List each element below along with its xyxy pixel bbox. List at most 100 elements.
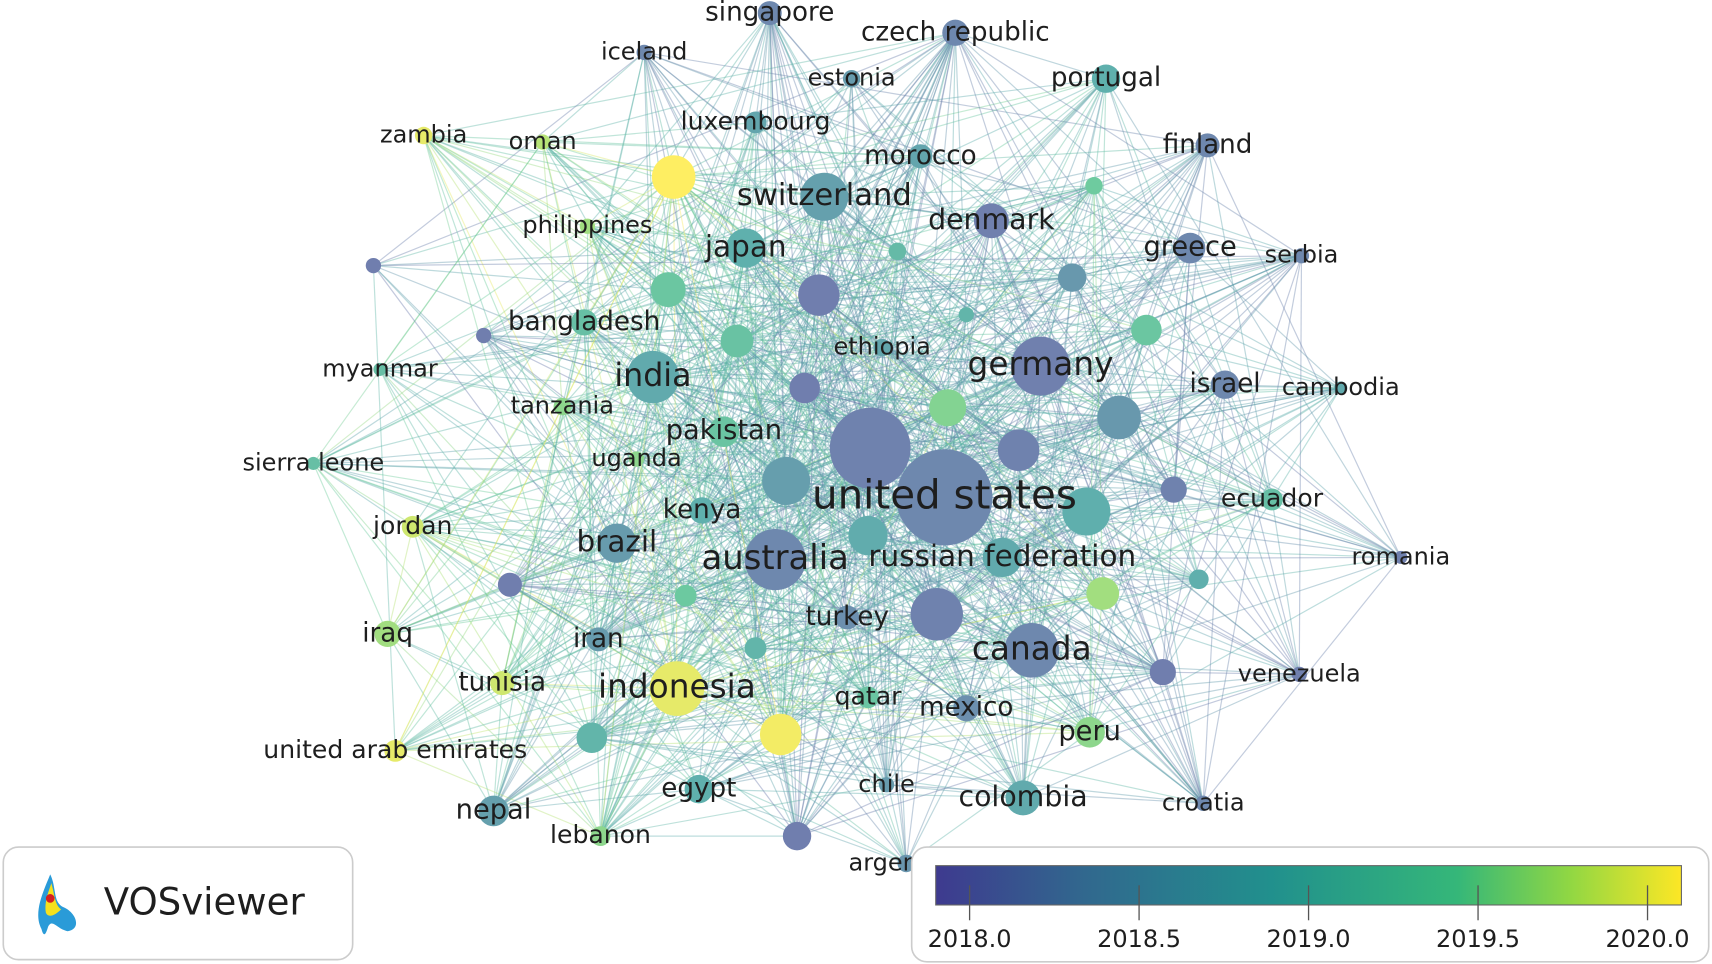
edge <box>598 365 1041 640</box>
edge <box>372 265 756 649</box>
edge <box>597 176 675 640</box>
edge <box>313 462 1090 733</box>
edge <box>905 731 1091 864</box>
edge <box>312 463 389 635</box>
edge <box>636 155 921 460</box>
edge <box>736 340 1041 367</box>
edge <box>313 462 967 709</box>
edge <box>818 294 869 536</box>
edge <box>745 248 782 735</box>
edge <box>597 347 883 640</box>
edge <box>587 225 948 409</box>
edge <box>395 671 1163 752</box>
edge <box>701 314 967 511</box>
edge <box>597 155 921 640</box>
edge <box>598 613 937 640</box>
edge <box>755 121 1342 389</box>
node <box>650 272 686 308</box>
edge <box>643 52 1024 799</box>
edge <box>955 32 1302 257</box>
edge <box>673 176 1300 675</box>
edge <box>1093 185 1302 257</box>
edge <box>509 584 599 640</box>
node <box>365 257 382 274</box>
edge <box>947 78 1107 408</box>
edge <box>755 556 1003 649</box>
edge <box>600 535 869 837</box>
edge <box>643 52 787 482</box>
edge <box>1072 247 1191 279</box>
edge <box>1001 78 1107 558</box>
edge <box>561 78 853 407</box>
edge <box>483 334 1041 367</box>
edge <box>965 450 1020 709</box>
edge <box>583 322 782 735</box>
edge <box>990 220 1164 673</box>
node <box>1011 336 1070 396</box>
node <box>953 695 980 722</box>
edge <box>542 52 645 143</box>
edge <box>780 649 1032 736</box>
edge <box>562 406 869 537</box>
edge <box>774 220 992 560</box>
edge <box>1173 248 1191 490</box>
edge <box>587 225 820 296</box>
edge <box>965 145 1209 709</box>
edge <box>1031 384 1226 651</box>
edge <box>867 448 871 698</box>
edge <box>313 289 669 464</box>
edge <box>668 289 1226 386</box>
edge <box>846 617 967 709</box>
edge <box>379 368 1120 419</box>
edge <box>736 255 1302 342</box>
edge <box>423 134 1147 331</box>
edge <box>652 376 1174 491</box>
edge <box>600 498 1273 837</box>
edge <box>643 52 654 378</box>
edge <box>676 156 921 689</box>
edge <box>616 78 1107 544</box>
edge <box>780 556 1003 735</box>
edge <box>886 671 1164 786</box>
edge <box>379 368 1024 799</box>
edge <box>562 406 938 615</box>
edge <box>965 578 1200 709</box>
edge <box>1162 671 1300 675</box>
edge <box>804 255 1302 389</box>
edge <box>673 176 907 864</box>
node <box>553 397 572 416</box>
edge <box>387 289 669 635</box>
edge <box>676 498 1273 690</box>
edge <box>823 196 949 408</box>
edge <box>769 13 798 837</box>
edge <box>542 121 756 143</box>
edge <box>736 185 1095 342</box>
edge <box>804 387 1401 558</box>
edge <box>598 255 1302 640</box>
edge <box>501 322 585 684</box>
edge <box>804 251 898 389</box>
edge <box>1040 365 1300 675</box>
edge <box>676 314 967 689</box>
edge <box>1071 277 1175 490</box>
edge <box>823 196 938 615</box>
edge <box>1118 145 1209 418</box>
edge <box>395 696 869 752</box>
edge <box>387 633 907 864</box>
edge <box>542 141 776 560</box>
node <box>997 429 1040 472</box>
edge <box>412 376 654 528</box>
edge <box>943 78 1107 498</box>
node <box>848 515 888 556</box>
edge <box>1198 387 1342 580</box>
node <box>1004 622 1060 678</box>
node <box>744 111 767 134</box>
edge <box>701 510 782 735</box>
edge <box>652 255 1302 378</box>
edge <box>597 247 747 640</box>
edge <box>673 78 1107 178</box>
edge <box>723 431 798 837</box>
edge <box>668 289 1120 419</box>
node <box>1160 476 1187 503</box>
